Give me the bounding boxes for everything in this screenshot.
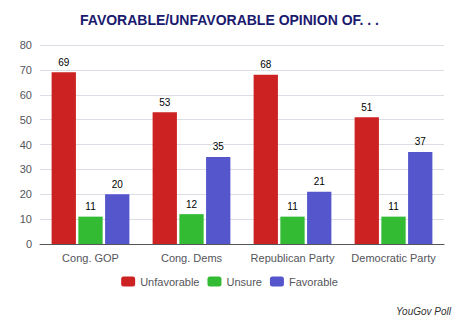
svg-text:21: 21 bbox=[314, 176, 326, 187]
svg-text:70: 70 bbox=[20, 64, 32, 76]
svg-text:FAVORABLE/UNFAVORABLE OPINION: FAVORABLE/UNFAVORABLE OPINION OF. . . bbox=[80, 12, 379, 28]
svg-text:35: 35 bbox=[213, 141, 225, 152]
svg-text:30: 30 bbox=[20, 163, 32, 175]
svg-text:51: 51 bbox=[361, 102, 373, 113]
svg-text:60: 60 bbox=[20, 89, 32, 101]
svg-text:53: 53 bbox=[159, 97, 171, 108]
svg-text:Cong. Dems: Cong. Dems bbox=[161, 252, 223, 264]
svg-text:68: 68 bbox=[260, 59, 272, 70]
svg-text:0: 0 bbox=[26, 238, 32, 250]
svg-text:40: 40 bbox=[20, 139, 32, 151]
svg-text:11: 11 bbox=[85, 201, 96, 212]
svg-text:Unsure: Unsure bbox=[226, 276, 261, 288]
svg-text:20: 20 bbox=[20, 188, 32, 200]
svg-text:10: 10 bbox=[20, 213, 32, 225]
svg-text:20: 20 bbox=[112, 179, 124, 190]
svg-text:69: 69 bbox=[58, 57, 70, 68]
svg-text:80: 80 bbox=[20, 39, 32, 51]
svg-text:12: 12 bbox=[186, 199, 198, 210]
svg-text:50: 50 bbox=[20, 114, 32, 126]
svg-text:Unfavorable: Unfavorable bbox=[140, 276, 199, 288]
svg-text:Cong. GOP: Cong. GOP bbox=[62, 252, 119, 264]
svg-text:Democratic Party: Democratic Party bbox=[351, 252, 436, 264]
svg-text:Favorable: Favorable bbox=[289, 276, 338, 288]
svg-text:37: 37 bbox=[415, 136, 427, 147]
svg-text:11: 11 bbox=[388, 201, 399, 212]
svg-text:Republican Party: Republican Party bbox=[251, 252, 335, 264]
svg-text:11: 11 bbox=[287, 201, 298, 212]
svg-text:YouGov Poll: YouGov Poll bbox=[396, 306, 452, 317]
